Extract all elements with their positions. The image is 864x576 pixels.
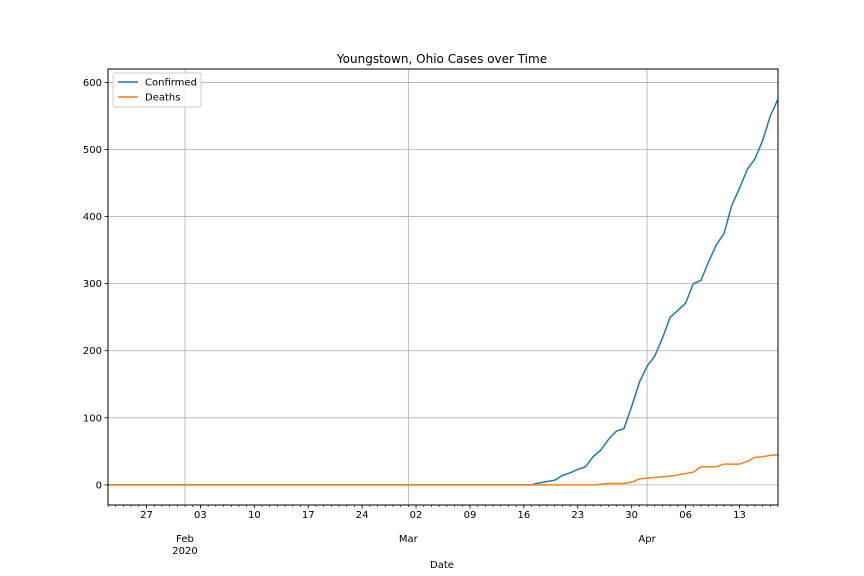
x-month-label: Mar (399, 534, 419, 545)
x-year-label: 2020 (172, 546, 197, 557)
legend-label: Deaths (145, 93, 180, 104)
plot-frame (107, 68, 779, 506)
x-tick-label: 24 (356, 510, 369, 521)
x-month-label: Feb (176, 534, 194, 545)
y-tick-label: 500 (83, 145, 102, 156)
x-axis-label: Date (430, 560, 454, 571)
series-line-deaths (108, 453, 778, 486)
x-tick-label: 10 (248, 510, 261, 521)
x-tick-label: 02 (410, 510, 423, 521)
x-tick-label: 09 (464, 510, 477, 521)
x-tick-label: 30 (625, 510, 638, 521)
grid (108, 69, 778, 505)
series-lines (108, 97, 778, 486)
x-tick-label: 27 (140, 510, 153, 521)
x-month-label: Apr (638, 534, 656, 545)
y-tick-label: 300 (83, 279, 102, 290)
chart-title: Youngstown, Ohio Cases over Time (336, 52, 547, 66)
x-tick-label: 03 (194, 510, 207, 521)
x-tick-label: 17 (302, 510, 315, 521)
y-tick-label: 400 (83, 212, 102, 223)
legend-label: Confirmed (145, 78, 197, 89)
legend: Confirmed Deaths (112, 72, 202, 108)
x-tick-label: 16 (517, 510, 530, 521)
y-tick-label: 200 (83, 346, 102, 357)
x-tick-label: 13 (733, 510, 746, 521)
y-axis: 0 100 200 300 400 500 600 (83, 78, 108, 491)
y-tick-label: 600 (83, 78, 102, 89)
y-tick-label: 100 (83, 413, 102, 424)
series-line-confirmed (108, 97, 778, 486)
y-tick-label: 0 (96, 480, 102, 491)
x-tick-label: 23 (571, 510, 584, 521)
x-tick-label: 06 (679, 510, 692, 521)
